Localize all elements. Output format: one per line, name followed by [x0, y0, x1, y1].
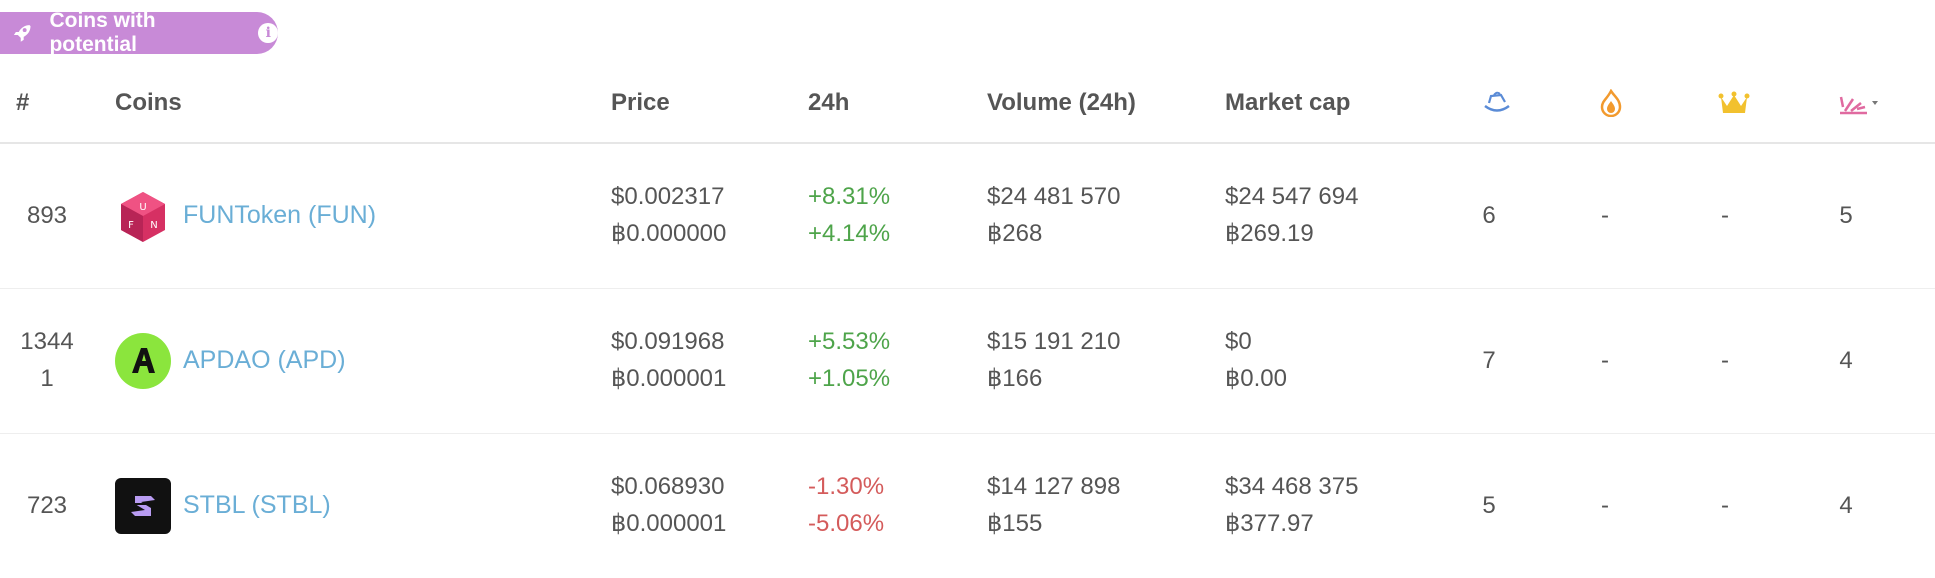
- rank-value-wrap: 1: [40, 365, 54, 392]
- rank-value: 893: [26, 202, 68, 229]
- column-rank[interactable]: #: [16, 89, 30, 116]
- market-cap-usd: $0: [1225, 328, 1252, 355]
- boat-icon[interactable]: [1481, 89, 1513, 117]
- crown-icon[interactable]: [1718, 89, 1750, 117]
- change-btc: +1.05%: [808, 365, 891, 392]
- volume-btc: ฿166: [987, 365, 1043, 392]
- volume-btc: ฿268: [987, 220, 1043, 247]
- flame-count: -: [1601, 347, 1609, 374]
- change-usd: +8.31%: [808, 183, 891, 210]
- svg-text:F: F: [128, 220, 134, 231]
- change-btc: +4.14%: [808, 220, 891, 247]
- price-btc: ฿0.000001: [611, 510, 727, 537]
- coin-link[interactable]: FUNToken (FUN): [183, 201, 377, 229]
- market-cap-usd: $24 547 694: [1225, 183, 1359, 210]
- volume-usd: $24 481 570: [987, 183, 1121, 210]
- table-row[interactable]: 723 STBL (STBL) $0.068930 ฿0.000001 -1.3…: [0, 434, 1935, 578]
- change-btc: -5.06%: [808, 510, 885, 537]
- launch-count: 5: [1839, 202, 1853, 229]
- launch-count: 4: [1839, 347, 1853, 374]
- boat-count: 5: [1482, 492, 1496, 519]
- apdao-logo: [115, 333, 171, 389]
- funtoken-logo: U F N: [121, 192, 165, 242]
- launch-count: 4: [1839, 492, 1853, 519]
- volume-usd: $15 191 210: [987, 328, 1121, 355]
- column-coins[interactable]: Coins: [115, 89, 182, 116]
- svg-text:U: U: [139, 202, 146, 213]
- svg-text:N: N: [150, 220, 157, 231]
- column-volume[interactable]: Volume (24h): [987, 89, 1136, 116]
- stbl-logo: [115, 478, 171, 534]
- price-usd: $0.091968: [611, 328, 725, 355]
- price-usd: $0.002317: [611, 183, 725, 210]
- crown-count: -: [1721, 202, 1729, 229]
- info-icon[interactable]: i: [258, 23, 278, 43]
- coins-with-potential-badge[interactable]: Coins with potential i: [0, 9, 278, 56]
- price-btc: ฿0.000001: [611, 365, 727, 392]
- market-cap-btc: ฿377.97: [1225, 510, 1314, 537]
- change-usd: -1.30%: [808, 473, 885, 500]
- volume-btc: ฿155: [987, 510, 1043, 537]
- boat-count: 6: [1482, 202, 1496, 229]
- column-market-cap[interactable]: Market cap: [1225, 89, 1351, 116]
- table-row[interactable]: 893 U F N FUNToken (FUN) $0.002317 ฿0.00…: [0, 144, 1935, 289]
- price-usd: $0.068930: [611, 473, 725, 500]
- crown-count: -: [1721, 492, 1729, 519]
- flame-count: -: [1601, 202, 1609, 229]
- badge-label: Coins with potential: [49, 9, 156, 56]
- rank-value: 723: [26, 492, 68, 519]
- launch-icon[interactable]: [1837, 89, 1881, 117]
- table-row[interactable]: 1344 1 APDAO (APD) $0.091968 ฿0.000001 +…: [0, 289, 1935, 434]
- boat-count: 7: [1482, 347, 1496, 374]
- market-cap-usd: $34 468 375: [1225, 473, 1359, 500]
- column-price[interactable]: Price: [611, 89, 670, 116]
- column-24h[interactable]: 24h: [808, 89, 850, 116]
- crown-count: -: [1721, 347, 1729, 374]
- market-cap-btc: ฿269.19: [1225, 220, 1314, 247]
- coin-link[interactable]: APDAO (APD): [183, 346, 346, 374]
- flame-icon[interactable]: [1595, 89, 1627, 117]
- coin-link[interactable]: STBL (STBL): [183, 491, 331, 519]
- volume-usd: $14 127 898: [987, 473, 1121, 500]
- change-usd: +5.53%: [808, 328, 891, 355]
- rocket-icon: [13, 25, 31, 42]
- rank-value: 1344: [20, 328, 74, 355]
- market-cap-btc: ฿0.00: [1225, 365, 1287, 392]
- flame-count: -: [1601, 492, 1609, 519]
- table-header: # Coins Price 24h Volume (24h) Market ca…: [0, 82, 1935, 144]
- price-btc: ฿0.000000: [611, 220, 727, 247]
